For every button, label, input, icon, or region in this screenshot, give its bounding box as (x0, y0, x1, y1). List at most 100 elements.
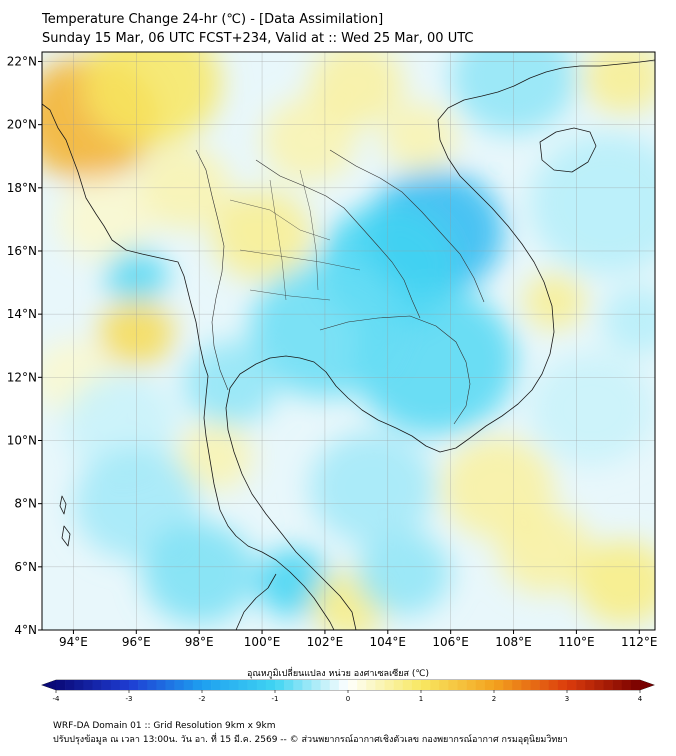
longitude-tick-label: 106°E (432, 635, 469, 649)
nicobar-island (61, 525, 71, 547)
mainland-coastline (42, 103, 335, 630)
colorbar-segment (576, 680, 586, 690)
field-blob (309, 431, 435, 545)
colorbar-segment (165, 680, 175, 690)
longitude-tick-label: 94°E (59, 635, 88, 649)
colorbar-segment (421, 680, 431, 690)
colorbar-segment (220, 680, 230, 690)
hainan-island (539, 127, 597, 173)
latitude-tick-label: 8°N (14, 497, 37, 511)
map-panel: 94°E 96°E 98°E 100°E 102°E 104°E 106°E 108°E 110… (7, 51, 658, 649)
coastlines-and-borders (42, 59, 655, 630)
field-blob (522, 273, 586, 330)
colorbar-segment (275, 680, 285, 690)
laos-vietnam-border (329, 149, 485, 303)
colorbar-segment (147, 680, 157, 690)
map-frame (41, 51, 656, 631)
colorbar-segment (138, 680, 148, 690)
longitude-tick-label: 108°E (495, 635, 532, 649)
colorbar-segment (129, 680, 139, 690)
colorbar-segment (494, 680, 504, 690)
colorbar-tick-label: 2 (492, 695, 496, 703)
colorbar-segment (229, 680, 239, 690)
map-title: Temperature Change 24-hr (℃) - [Data Ass… (42, 12, 384, 27)
thailand-myanmar-border (195, 149, 229, 391)
footer-model-info: WRF-DA Domain 01 :: Grid Resolution 9km … (53, 721, 276, 731)
field-blob (497, 508, 593, 594)
colorbar-tick-label: 3 (565, 695, 569, 703)
colorbar-segment (192, 680, 203, 690)
colorbar-segment (256, 680, 267, 690)
colorbar-segment (83, 680, 93, 690)
colorbar-segment (411, 680, 422, 690)
colorbar-segment (293, 680, 303, 690)
colorbar-segment (56, 680, 66, 690)
peninsula-east-coast (225, 59, 655, 630)
longitude-tick-label: 110°E (558, 635, 595, 649)
graticule (42, 52, 655, 630)
field-blob (529, 352, 655, 466)
sumatra-coast (235, 573, 277, 630)
colorbar-segment (375, 680, 385, 690)
longitude-tick-label: 96°E (122, 635, 151, 649)
colorbar-segment (530, 680, 540, 690)
colorbar-segment (101, 680, 112, 690)
longitude-tick-label: 104°E (370, 635, 407, 649)
colorbar-segment (475, 680, 486, 690)
latitude-ticks: 4°N 6°N 8°N 10°N 12°N 14°N 16°N 18°N 20°N 22°N (7, 54, 42, 637)
colorbar-max-extension (640, 680, 654, 690)
colorbar-ticks: -4 -3 -2 -1 0 1 2 3 4 (53, 690, 643, 703)
colorbar-segment (457, 680, 467, 690)
field-blob (255, 548, 332, 617)
longitude-tick-label: 98°E (185, 635, 214, 649)
colorbar-segment (92, 680, 102, 690)
colorbar-segment (265, 680, 276, 690)
field-blob (309, 52, 404, 127)
field-blob (582, 52, 655, 115)
thailand-laos-border (255, 159, 421, 319)
footer-credit: ปรับปรุงข้อมูล ณ เวลา 13:00น. วัน อา. ที… (53, 735, 568, 745)
latitude-tick-label: 22°N (7, 54, 37, 68)
andaman-island (59, 495, 67, 515)
colorbar-segment (503, 680, 513, 690)
colorbar-tick-label: -3 (126, 695, 133, 703)
colorbar-segment (74, 680, 84, 690)
colorbar-segment (603, 680, 613, 690)
colorbar-segment (402, 680, 413, 690)
province-lines (229, 169, 361, 301)
colorbar-segment (539, 680, 550, 690)
colorbar-segment (211, 680, 221, 690)
map-subtitle: Sunday 15 Mar, 06 UTC FCST+234, Valid at… (42, 31, 474, 46)
colorbar-segment (548, 680, 559, 690)
colorbar-segment (567, 680, 577, 690)
field-blob (57, 176, 153, 262)
field-blob (601, 286, 655, 355)
latitude-tick-label: 20°N (7, 118, 37, 132)
temperature-field (42, 52, 655, 630)
field-blob (177, 422, 253, 491)
colorbar-segment (512, 680, 522, 690)
colorbar: -4 -3 -2 -1 0 1 2 3 4 (41, 679, 655, 703)
colorbar-segment (484, 680, 495, 690)
colorbar-segment (302, 680, 312, 690)
colorbar-tick-label: -2 (199, 695, 206, 703)
colorbar-segment (183, 680, 194, 690)
colorbar-segment (329, 680, 340, 690)
colorbar-segment (594, 680, 604, 690)
colorbar-segment (384, 680, 394, 690)
colorbar-segments (42, 680, 654, 690)
colorbar-segment (521, 680, 531, 690)
colorbar-segment (320, 680, 331, 690)
colorbar-tick-label: 1 (419, 695, 423, 703)
latitude-tick-label: 12°N (7, 370, 37, 384)
colorbar-segment (357, 680, 367, 690)
colorbar-tick-label: -4 (53, 695, 61, 703)
colorbar-segment (284, 680, 294, 690)
country-borders (195, 149, 485, 425)
colorbar-segment (630, 680, 641, 690)
colorbar-segment (119, 680, 130, 690)
colorbar-tick-label: 4 (638, 695, 643, 703)
latitude-tick-label: 14°N (7, 307, 37, 321)
field-blob (356, 530, 451, 616)
